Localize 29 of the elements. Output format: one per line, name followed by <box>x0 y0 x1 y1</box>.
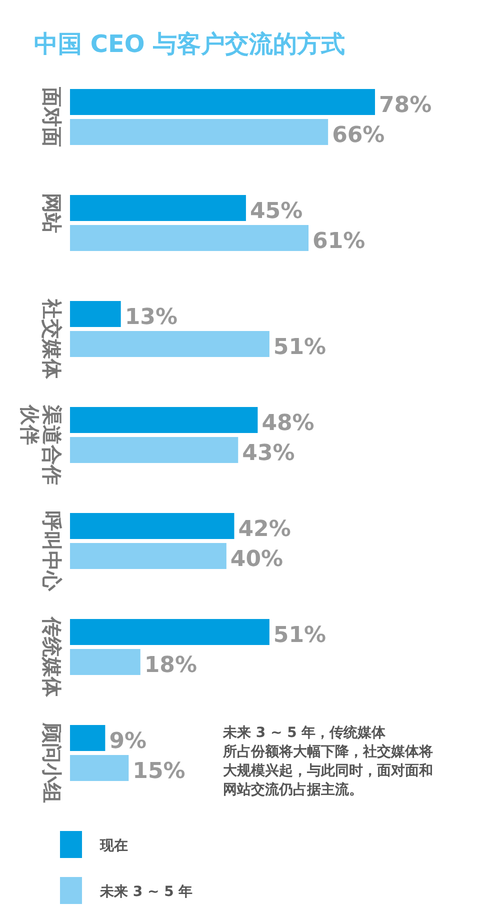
annotation: 所占份额将大幅下降，社交媒体将 <box>223 744 433 760</box>
data-label: 13% <box>124 305 178 330</box>
data-label: 78% <box>379 93 432 118</box>
category-label: 社交媒体 <box>40 299 64 379</box>
data-label: 40% <box>230 547 284 572</box>
annotation: 未来 3 ~ 5 年，传统媒体 <box>223 725 386 741</box>
annotation: 网站交流仍占据主流。 <box>223 782 363 798</box>
data-label: 51% <box>273 335 326 360</box>
title: 中国 CEO 与客户交流的方式 <box>34 30 346 58</box>
data-label: 51% <box>273 623 326 648</box>
data-label: 15% <box>132 759 186 784</box>
category-label: 伙伴 <box>18 405 42 445</box>
data-label: 61% <box>312 229 366 254</box>
legend-label: 未来 3 ~ 5 年 <box>100 884 193 900</box>
category-label: 传统媒体 <box>40 617 64 697</box>
data-label: 66% <box>332 123 385 148</box>
legend-label: 现在 <box>100 838 128 854</box>
data-label: 18% <box>144 653 198 678</box>
data-label: 43% <box>242 441 295 466</box>
data-label: 9% <box>109 729 147 754</box>
annotation: 大规模兴起，与此同时，面对面和 <box>223 763 433 779</box>
data-label: 48% <box>262 411 314 436</box>
data-label: 42% <box>238 517 291 542</box>
category-label: 顾问小组 <box>40 723 64 803</box>
category-label: 网站 <box>40 193 64 233</box>
data-label: 45% <box>250 199 303 224</box>
category-label: 面对面 <box>40 87 64 147</box>
category-label: 呼叫中心 <box>40 511 64 591</box>
category-label: 渠道合作 <box>40 405 64 485</box>
